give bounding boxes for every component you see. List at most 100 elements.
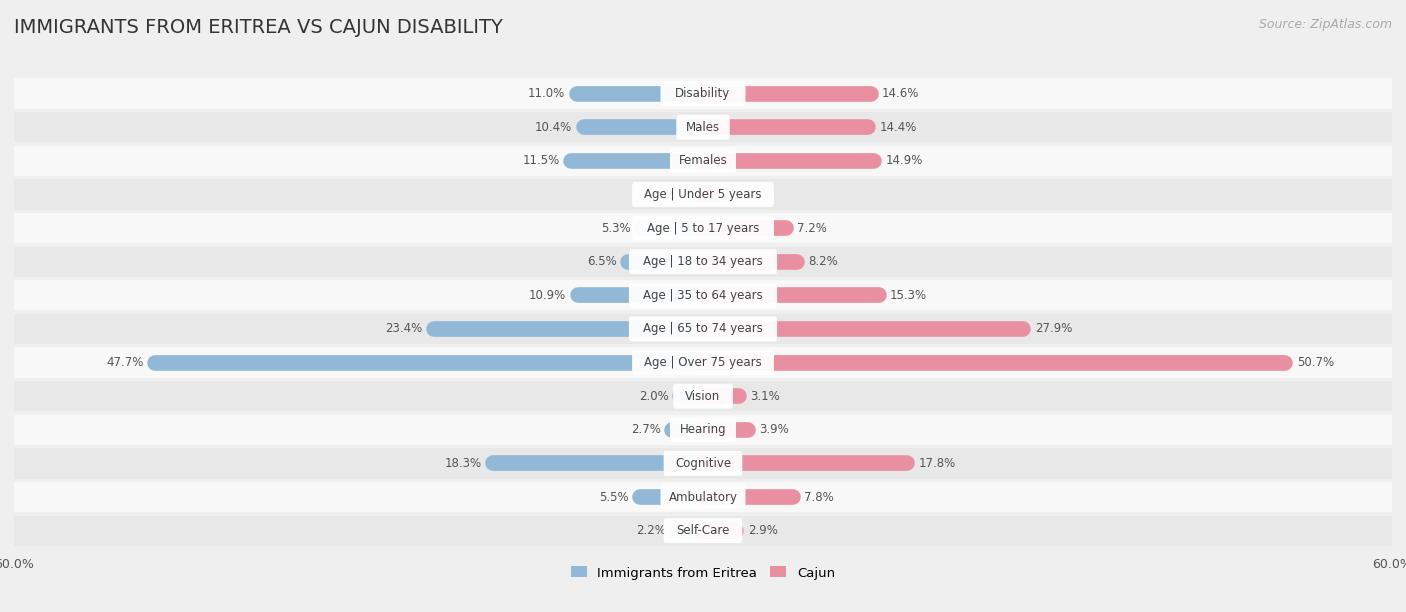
FancyBboxPatch shape bbox=[434, 322, 703, 336]
FancyBboxPatch shape bbox=[703, 356, 1285, 370]
FancyBboxPatch shape bbox=[671, 417, 735, 442]
FancyBboxPatch shape bbox=[0, 280, 1406, 310]
Text: 11.0%: 11.0% bbox=[529, 87, 565, 100]
FancyBboxPatch shape bbox=[628, 249, 778, 274]
FancyBboxPatch shape bbox=[689, 187, 703, 201]
FancyBboxPatch shape bbox=[0, 78, 1406, 109]
Text: Females: Females bbox=[679, 154, 727, 167]
FancyBboxPatch shape bbox=[664, 451, 742, 476]
Text: 5.3%: 5.3% bbox=[600, 222, 631, 234]
Text: 1.2%: 1.2% bbox=[648, 188, 678, 201]
Text: 10.9%: 10.9% bbox=[529, 289, 567, 302]
Text: Males: Males bbox=[686, 121, 720, 134]
FancyBboxPatch shape bbox=[0, 314, 1406, 344]
FancyBboxPatch shape bbox=[0, 515, 1406, 546]
Text: 7.8%: 7.8% bbox=[804, 490, 834, 504]
FancyBboxPatch shape bbox=[583, 120, 703, 134]
Text: 3.9%: 3.9% bbox=[759, 424, 789, 436]
FancyBboxPatch shape bbox=[703, 524, 737, 538]
Text: Disability: Disability bbox=[675, 87, 731, 100]
FancyBboxPatch shape bbox=[0, 146, 1406, 176]
FancyBboxPatch shape bbox=[155, 356, 703, 370]
FancyBboxPatch shape bbox=[0, 482, 1406, 512]
Text: 10.4%: 10.4% bbox=[534, 121, 572, 134]
Text: 15.3%: 15.3% bbox=[890, 289, 928, 302]
Text: 14.4%: 14.4% bbox=[880, 121, 917, 134]
FancyBboxPatch shape bbox=[633, 215, 773, 241]
FancyBboxPatch shape bbox=[0, 448, 1406, 479]
Text: IMMIGRANTS FROM ERITREA VS CAJUN DISABILITY: IMMIGRANTS FROM ERITREA VS CAJUN DISABIL… bbox=[14, 18, 503, 37]
FancyBboxPatch shape bbox=[703, 154, 875, 168]
Text: 6.5%: 6.5% bbox=[588, 255, 617, 268]
FancyBboxPatch shape bbox=[633, 350, 773, 375]
FancyBboxPatch shape bbox=[628, 316, 778, 341]
FancyBboxPatch shape bbox=[0, 179, 1406, 209]
FancyBboxPatch shape bbox=[703, 423, 748, 437]
Text: 2.0%: 2.0% bbox=[638, 390, 669, 403]
Text: 50.7%: 50.7% bbox=[1296, 356, 1334, 369]
Legend: Immigrants from Eritrea, Cajun: Immigrants from Eritrea, Cajun bbox=[565, 561, 841, 585]
FancyBboxPatch shape bbox=[643, 221, 703, 235]
FancyBboxPatch shape bbox=[681, 389, 703, 403]
FancyBboxPatch shape bbox=[676, 115, 730, 140]
Text: Age | 35 to 64 years: Age | 35 to 64 years bbox=[643, 289, 763, 302]
FancyBboxPatch shape bbox=[628, 283, 778, 308]
Text: 47.7%: 47.7% bbox=[107, 356, 143, 369]
FancyBboxPatch shape bbox=[0, 415, 1406, 445]
Text: Age | Over 75 years: Age | Over 75 years bbox=[644, 356, 762, 369]
Text: 17.8%: 17.8% bbox=[920, 457, 956, 470]
FancyBboxPatch shape bbox=[0, 381, 1406, 411]
Text: Age | 18 to 34 years: Age | 18 to 34 years bbox=[643, 255, 763, 268]
Text: 8.2%: 8.2% bbox=[808, 255, 838, 268]
FancyBboxPatch shape bbox=[494, 457, 703, 471]
Text: Age | 5 to 17 years: Age | 5 to 17 years bbox=[647, 222, 759, 234]
Text: 14.6%: 14.6% bbox=[882, 87, 920, 100]
Text: 27.9%: 27.9% bbox=[1035, 323, 1073, 335]
Text: 3.1%: 3.1% bbox=[749, 390, 780, 403]
FancyBboxPatch shape bbox=[0, 213, 1406, 243]
FancyBboxPatch shape bbox=[703, 457, 907, 471]
Text: Vision: Vision bbox=[685, 390, 721, 403]
FancyBboxPatch shape bbox=[578, 288, 703, 302]
FancyBboxPatch shape bbox=[0, 348, 1406, 378]
FancyBboxPatch shape bbox=[571, 154, 703, 168]
FancyBboxPatch shape bbox=[703, 490, 793, 504]
Text: 5.5%: 5.5% bbox=[599, 490, 628, 504]
Text: Source: ZipAtlas.com: Source: ZipAtlas.com bbox=[1258, 18, 1392, 31]
FancyBboxPatch shape bbox=[633, 182, 773, 207]
FancyBboxPatch shape bbox=[576, 86, 703, 100]
FancyBboxPatch shape bbox=[671, 148, 735, 173]
Text: Hearing: Hearing bbox=[679, 424, 727, 436]
Text: Ambulatory: Ambulatory bbox=[668, 490, 738, 504]
FancyBboxPatch shape bbox=[628, 255, 703, 269]
Text: 23.4%: 23.4% bbox=[385, 323, 423, 335]
Text: 2.9%: 2.9% bbox=[748, 524, 778, 537]
FancyBboxPatch shape bbox=[703, 120, 869, 134]
Text: Age | 65 to 74 years: Age | 65 to 74 years bbox=[643, 323, 763, 335]
Text: 1.6%: 1.6% bbox=[733, 188, 762, 201]
Text: 11.5%: 11.5% bbox=[522, 154, 560, 167]
FancyBboxPatch shape bbox=[678, 524, 703, 538]
FancyBboxPatch shape bbox=[661, 485, 745, 509]
FancyBboxPatch shape bbox=[661, 81, 745, 106]
Text: 7.2%: 7.2% bbox=[797, 222, 827, 234]
FancyBboxPatch shape bbox=[673, 384, 733, 409]
FancyBboxPatch shape bbox=[703, 187, 721, 201]
Text: Self-Care: Self-Care bbox=[676, 524, 730, 537]
FancyBboxPatch shape bbox=[703, 86, 870, 100]
FancyBboxPatch shape bbox=[664, 518, 742, 543]
Text: 14.9%: 14.9% bbox=[886, 154, 922, 167]
Text: Cognitive: Cognitive bbox=[675, 457, 731, 470]
Text: 2.2%: 2.2% bbox=[637, 524, 666, 537]
Text: 2.7%: 2.7% bbox=[631, 424, 661, 436]
FancyBboxPatch shape bbox=[703, 389, 738, 403]
FancyBboxPatch shape bbox=[703, 221, 786, 235]
FancyBboxPatch shape bbox=[672, 423, 703, 437]
FancyBboxPatch shape bbox=[703, 255, 797, 269]
Text: 18.3%: 18.3% bbox=[444, 457, 481, 470]
FancyBboxPatch shape bbox=[640, 490, 703, 504]
FancyBboxPatch shape bbox=[703, 288, 879, 302]
FancyBboxPatch shape bbox=[0, 112, 1406, 143]
FancyBboxPatch shape bbox=[703, 322, 1024, 336]
FancyBboxPatch shape bbox=[0, 247, 1406, 277]
